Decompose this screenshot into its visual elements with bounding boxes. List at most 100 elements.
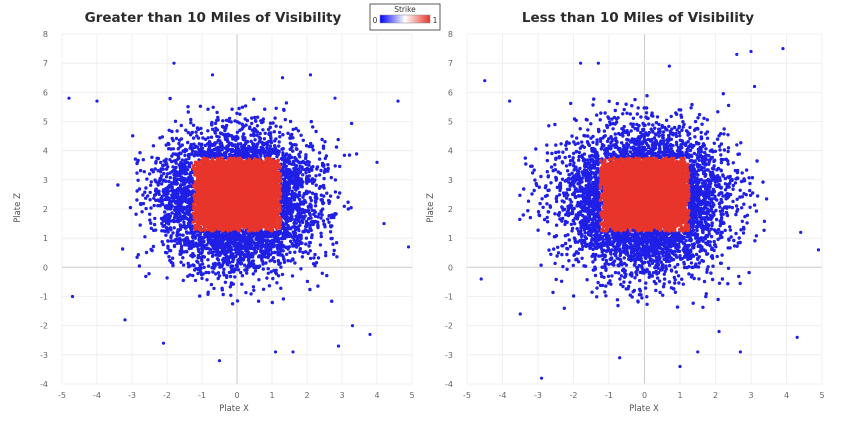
ball-point <box>166 239 170 243</box>
ball-point <box>201 153 205 157</box>
ball-point <box>236 268 241 272</box>
ball-point <box>235 111 239 116</box>
ball-point <box>292 232 297 236</box>
ball-point <box>227 242 232 246</box>
ball-point <box>177 138 182 142</box>
ball-point <box>250 255 254 259</box>
ball-point <box>292 166 296 171</box>
ball-point <box>183 153 187 158</box>
strike-point <box>252 228 257 233</box>
strike-point <box>216 191 221 196</box>
ball-point <box>148 190 152 195</box>
ball-point <box>294 147 298 151</box>
ball-point <box>159 170 163 174</box>
ball-point <box>317 173 322 177</box>
strike-point <box>201 163 206 167</box>
ball-point <box>182 220 186 224</box>
ball-point <box>326 163 330 167</box>
strike-point <box>202 217 207 221</box>
strike-point <box>202 222 207 227</box>
ball-point <box>255 115 260 119</box>
strike-point <box>259 173 263 178</box>
y-tick-label: 2 <box>448 205 453 214</box>
ball-point <box>332 248 336 253</box>
ball-outlier-point <box>308 73 313 77</box>
ball-point <box>205 278 209 282</box>
strike-point <box>196 207 201 211</box>
ball-point <box>159 167 163 171</box>
strike-point <box>218 179 223 183</box>
y-tick-label: -3 <box>445 351 453 360</box>
ball-point <box>292 198 297 202</box>
strike-point <box>199 194 203 199</box>
ball-point <box>242 253 247 257</box>
ball-point <box>302 199 306 204</box>
ball-point <box>206 264 211 268</box>
ball-point <box>301 195 305 199</box>
ball-point <box>165 276 169 280</box>
strike-point <box>269 182 274 186</box>
strike-point <box>191 206 196 210</box>
ball-point <box>257 278 261 282</box>
ball-point <box>234 148 238 152</box>
ball-point <box>753 239 757 243</box>
ball-point <box>224 126 228 130</box>
strike-point <box>213 161 218 166</box>
ball-point <box>152 228 156 233</box>
ball-point <box>275 250 280 254</box>
ball-point <box>228 152 232 157</box>
ball-point <box>201 136 205 140</box>
ball-point <box>174 219 178 223</box>
ball-point <box>301 138 305 142</box>
ball-point <box>187 184 191 189</box>
ball-point <box>227 116 232 121</box>
ball-point <box>210 127 215 131</box>
ball-point <box>211 253 215 257</box>
ball-point <box>270 300 274 305</box>
ball-point <box>161 242 165 247</box>
ball-point <box>282 225 286 229</box>
ball-point <box>243 117 247 121</box>
ball-point <box>346 207 350 211</box>
ball-point <box>164 233 168 237</box>
ball-point <box>135 171 139 175</box>
strike-point <box>260 219 265 224</box>
ball-point <box>170 129 174 134</box>
strike-point <box>275 219 279 223</box>
ball-point <box>312 179 316 184</box>
ball-point <box>170 256 175 260</box>
ball-point <box>202 243 206 248</box>
ball-point <box>226 261 230 265</box>
strike-point <box>203 184 208 188</box>
ball-point <box>329 236 333 241</box>
ball-point <box>297 197 302 202</box>
strike-point <box>264 191 268 195</box>
ball-point <box>133 157 138 161</box>
ball-point <box>176 186 181 190</box>
ball-point <box>191 273 195 278</box>
ball-point <box>186 211 191 215</box>
ball-point <box>228 274 233 279</box>
ball-point <box>245 244 250 249</box>
ball-point <box>284 101 289 105</box>
ball-point <box>210 123 214 127</box>
strike-point <box>207 176 212 181</box>
ball-point <box>164 186 168 191</box>
ball-point <box>287 232 292 236</box>
ball-point <box>189 224 194 229</box>
strike-point <box>267 202 272 207</box>
strike-point <box>241 218 246 222</box>
ball-point <box>240 105 245 109</box>
strike-point <box>267 156 272 161</box>
y-tick-label: 1 <box>43 234 48 243</box>
ball-point <box>158 136 162 140</box>
ball-point <box>180 193 184 197</box>
ball-point <box>144 274 148 279</box>
y-tick-label: -2 <box>445 322 453 331</box>
ball-point <box>217 253 221 258</box>
ball-point <box>241 134 245 139</box>
ball-point <box>171 152 175 156</box>
ball-point <box>293 228 298 232</box>
ball-point <box>135 198 139 202</box>
strike-point <box>206 203 210 208</box>
